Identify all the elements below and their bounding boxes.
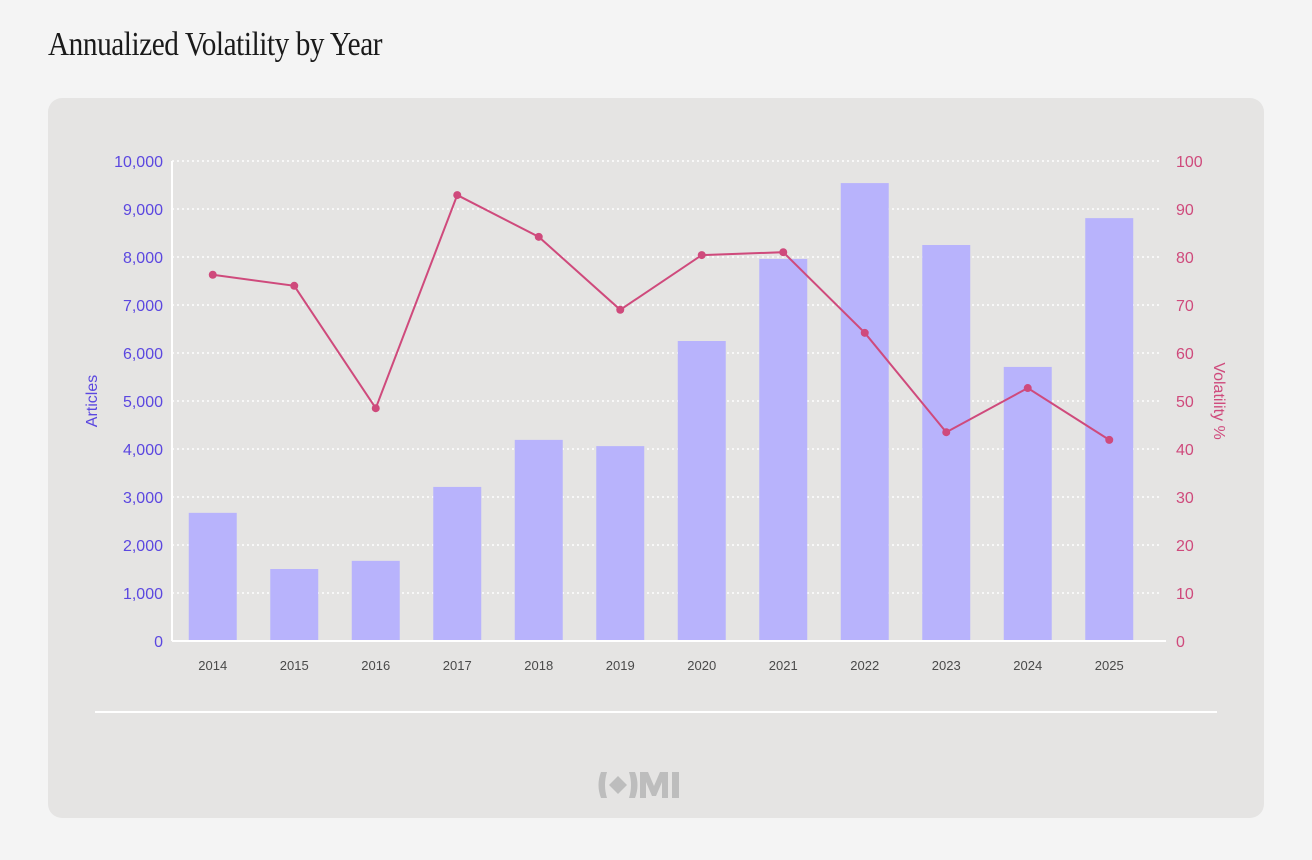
diamond-brackets-logo-icon: [598, 772, 679, 798]
point-2017: [453, 191, 462, 200]
y-tick-left: 4,000: [123, 442, 163, 459]
x-tick: 2019: [606, 658, 635, 673]
bar-2022: [840, 183, 889, 641]
x-tick: 2024: [1013, 658, 1042, 673]
x-tick: 2025: [1095, 658, 1124, 673]
y-tick-right: 0: [1176, 634, 1185, 651]
bar-2016: [351, 560, 400, 641]
y-tick-right: 50: [1176, 394, 1194, 411]
y-tick-right: 80: [1176, 250, 1194, 267]
axes: [171, 161, 1166, 642]
y-tick-left: 8,000: [123, 250, 163, 267]
bar-2020: [677, 341, 726, 641]
bar-2019: [596, 446, 645, 641]
point-2014: [208, 270, 217, 279]
y-axis-left-label: Articles: [84, 375, 101, 427]
x-tick: 2017: [443, 658, 472, 673]
y-tick-right: 100: [1176, 154, 1203, 171]
y-tick-left: 0: [154, 634, 163, 651]
point-2021: [779, 248, 788, 257]
y-tick-left: 5,000: [123, 394, 163, 411]
gridlines: [172, 160, 1162, 594]
point-2025: [1105, 435, 1114, 444]
y-tick-left: 2,000: [123, 538, 163, 555]
y-tick-left: 7,000: [123, 298, 163, 315]
y-tick-left: 9,000: [123, 202, 163, 219]
point-2024: [1023, 384, 1032, 393]
x-tick: 2020: [687, 658, 716, 673]
point-2016: [371, 404, 380, 413]
x-tick: 2018: [524, 658, 553, 673]
y-axis-right-label: Volatility %: [1210, 362, 1227, 439]
point-2022: [860, 328, 869, 337]
x-tick: 2021: [769, 658, 798, 673]
chart-card: [48, 98, 1264, 818]
y-tick-right: 60: [1176, 346, 1194, 363]
y-tick-right: 70: [1176, 298, 1194, 315]
volatility-line: [212, 193, 1110, 441]
y-tick-right: 30: [1176, 490, 1194, 507]
bar-2021: [759, 258, 808, 641]
bar-2018: [514, 439, 563, 641]
y-axis-right-ticks: 0 10 20 30 40 50 60 70 80 90 100: [1176, 154, 1203, 651]
point-2018: [534, 232, 543, 241]
chart-title: Annualized Volatility by Year: [48, 26, 383, 63]
bar-2024: [1003, 366, 1052, 641]
x-tick: 2016: [361, 658, 390, 673]
point-2020: [697, 251, 706, 260]
y-tick-left: 6,000: [123, 346, 163, 363]
y-tick-right: 40: [1176, 442, 1194, 459]
x-tick: 2014: [198, 658, 227, 673]
y-tick-left: 1,000: [123, 586, 163, 603]
x-tick: 2023: [932, 658, 961, 673]
bar-2015: [270, 569, 319, 641]
x-tick: 2015: [280, 658, 309, 673]
bar-2014: [188, 512, 237, 641]
bar-2017: [433, 486, 482, 641]
y-tick-left: 10,000: [114, 154, 163, 171]
point-2023: [942, 428, 951, 437]
line-volatility: [208, 191, 1114, 444]
y-axis-left-ticks: 0 1,000 2,000 3,000 4,000 5,000 6,000 7,000 8,00…: [114, 154, 163, 651]
y-tick-right: 20: [1176, 538, 1194, 555]
x-axis-ticks: 2014 2015 2016 2017 2018 2019 2020 2021 2022 2023…: [198, 658, 1123, 673]
bars-articles: [188, 183, 1134, 641]
point-2019: [616, 305, 625, 314]
bar-2023: [922, 245, 971, 641]
point-2015: [290, 281, 299, 290]
y-tick-right: 10: [1176, 586, 1194, 603]
x-tick: 2022: [850, 658, 879, 673]
y-tick-left: 3,000: [123, 490, 163, 507]
y-tick-right: 90: [1176, 202, 1194, 219]
